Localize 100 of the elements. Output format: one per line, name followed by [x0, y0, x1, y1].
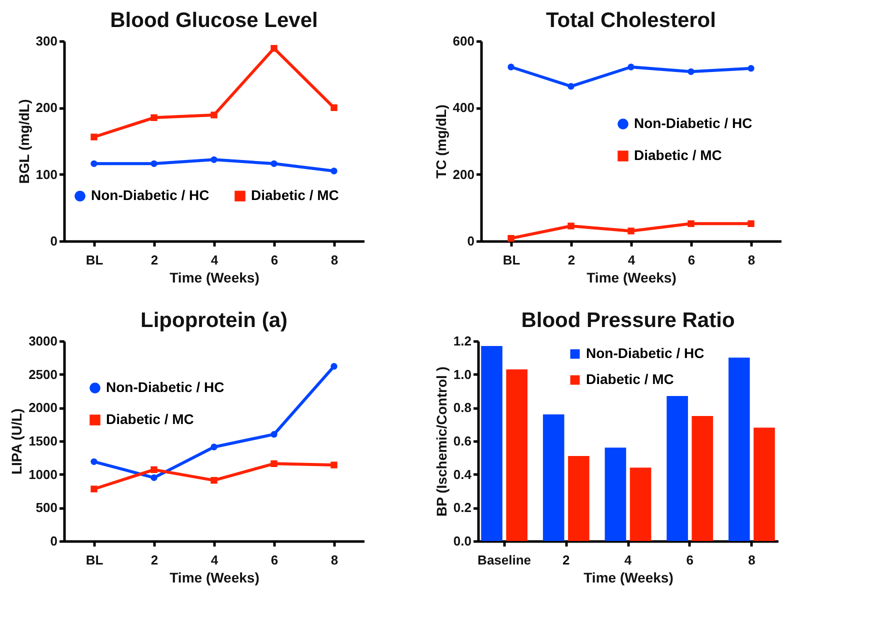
y-tick-label: 600	[452, 34, 474, 48]
y-tick-label: 100	[36, 166, 58, 182]
y-tick-label: 0.2	[453, 500, 472, 516]
legend-label: Non-Diabetic / HC	[91, 187, 210, 204]
point	[90, 458, 98, 466]
x-tick-label: 4	[624, 552, 632, 568]
bar	[604, 448, 626, 541]
x-tick-label: 2	[562, 552, 570, 568]
x-tick-label: 2	[150, 252, 158, 268]
y-axis-title: TC (mg/dL)	[432, 104, 449, 178]
x-tick-label: Baseline	[478, 552, 532, 568]
y-tick-label: 1.2	[453, 334, 472, 348]
point	[210, 444, 218, 450]
chart-title: Blood Pressure Ratio	[521, 309, 735, 332]
point	[150, 466, 158, 474]
y-tick-label: 0	[467, 234, 474, 248]
bar	[728, 358, 750, 541]
y-tick-label: 1.0	[453, 366, 472, 382]
point	[210, 156, 218, 164]
x-tick-label: BL	[86, 552, 104, 568]
bar	[666, 396, 688, 541]
point	[270, 430, 278, 438]
x-tick-label: 4	[210, 252, 219, 268]
point	[150, 474, 158, 482]
point	[270, 460, 278, 468]
bar	[568, 456, 590, 541]
point	[210, 476, 218, 484]
legend-label: Diabetic / MC	[251, 187, 339, 204]
x-axis-title: Time (Weeks)	[170, 270, 260, 286]
point	[150, 160, 158, 168]
x-tick-label: 8	[330, 552, 338, 568]
point	[688, 68, 694, 76]
x-tick-label: 2	[150, 552, 158, 568]
point	[628, 64, 634, 70]
x-tick-label: 6	[270, 252, 278, 268]
y-tick-label: 1500	[28, 434, 58, 448]
y-tick-label: 300	[36, 34, 58, 48]
y-tick-label: 0.4	[453, 466, 472, 482]
point	[150, 114, 158, 122]
y-tick-label: 0	[50, 234, 58, 248]
x-tick-label: 8	[748, 252, 756, 268]
y-tick-label: 0.8	[453, 400, 472, 416]
bar	[506, 369, 528, 541]
y-tick-label: 3000	[28, 334, 58, 348]
point	[90, 160, 98, 168]
point	[90, 134, 98, 140]
y-tick-label: 200	[36, 100, 58, 116]
y-tick-label: 200	[452, 166, 474, 182]
x-tick-label: 6	[270, 552, 278, 568]
y-tick-label: 0.0	[453, 534, 472, 548]
point	[688, 220, 694, 228]
x-tick-label: 6	[686, 552, 694, 568]
point	[330, 104, 338, 112]
x-tick-label: 2	[568, 252, 576, 268]
y-tick-label: 500	[36, 500, 58, 516]
point	[330, 362, 338, 370]
point	[210, 112, 218, 118]
legend-label: Non-Diabetic / HC	[106, 379, 224, 395]
point	[90, 486, 98, 492]
bar	[630, 468, 652, 541]
legend-label: Diabetic / MC	[106, 411, 194, 427]
chart-title: Lipoprotein (a)	[140, 309, 288, 332]
x-tick-label: 8	[330, 252, 338, 268]
x-axis-title: Time (Weeks)	[170, 570, 260, 586]
chart-title: Total Cholesterol	[546, 9, 716, 32]
point	[508, 64, 514, 70]
x-tick-label: 4	[210, 552, 219, 568]
y-tick-label: 0.6	[453, 434, 472, 448]
legend-label: Non-Diabetic / HC	[634, 115, 752, 131]
bar	[542, 414, 564, 541]
y-tick-label: 2500	[28, 366, 58, 382]
bar	[481, 346, 502, 541]
x-tick-label: 6	[688, 252, 696, 268]
y-axis-title: BP (Ischemic/Control )	[433, 366, 450, 516]
y-tick-label: 400	[452, 100, 474, 116]
point	[270, 160, 278, 168]
y-axis-title: BGL (mg/dL)	[16, 99, 32, 184]
point	[270, 44, 278, 52]
point	[508, 234, 514, 242]
y-axis-title: LIPA (U/L)	[8, 408, 25, 475]
y-tick-label: 2000	[28, 400, 58, 416]
legend-label: Diabetic / MC	[586, 371, 674, 387]
chart-title: Blood Glucose Level	[110, 9, 318, 32]
point	[748, 64, 754, 72]
x-tick-label: BL	[502, 252, 520, 268]
point	[568, 82, 574, 90]
point	[330, 462, 338, 468]
x-axis-title: Time (Weeks)	[586, 270, 676, 286]
legend-label: Diabetic / MC	[634, 147, 722, 163]
x-tick-label: 4	[628, 252, 636, 268]
legend-label: Non-Diabetic / HC	[586, 345, 704, 361]
point	[568, 222, 574, 230]
y-tick-label: 0	[50, 534, 58, 548]
x-tick-label: 8	[748, 552, 756, 568]
x-axis-title: Time (Weeks)	[584, 570, 674, 586]
y-tick-label: 1000	[28, 466, 58, 482]
point	[330, 168, 338, 174]
point	[748, 220, 754, 228]
point	[628, 228, 634, 234]
bar	[692, 416, 714, 541]
